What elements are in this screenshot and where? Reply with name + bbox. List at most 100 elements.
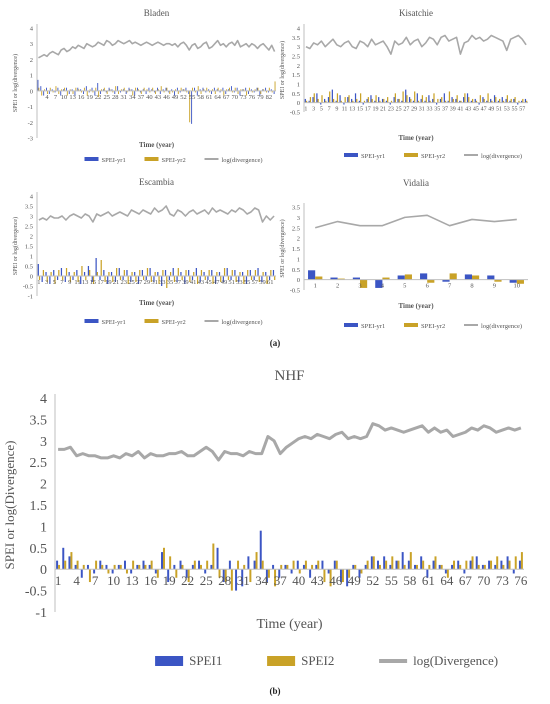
bar-spei-yr1 bbox=[218, 272, 221, 276]
x-tick-label: 67 bbox=[459, 573, 473, 588]
bar-spei-yr1 bbox=[87, 266, 90, 276]
bar-spei-yr1 bbox=[54, 90, 56, 93]
x-tick-label: 25 bbox=[128, 279, 135, 286]
bar-spei-yr1 bbox=[208, 89, 210, 91]
x-axis-label: Time (year) bbox=[398, 134, 434, 142]
bar-spei-yr2 bbox=[262, 272, 264, 276]
x-tick-label: 43 bbox=[155, 94, 162, 101]
bar-spei-yr2 bbox=[38, 87, 40, 91]
bar-spei-yr2 bbox=[138, 89, 139, 91]
bar-spei-yr1 bbox=[405, 89, 407, 103]
bar-spei-yr2 bbox=[313, 93, 315, 103]
bar-spei1 bbox=[284, 564, 287, 570]
bar-spei-yr2 bbox=[216, 272, 218, 276]
x-tick-label: 40 bbox=[292, 573, 305, 588]
bar-spei-yr2 bbox=[263, 89, 265, 91]
bar-spei-yr2 bbox=[123, 87, 125, 91]
x-tick-label: 7 bbox=[448, 283, 452, 290]
bar-spei1 bbox=[154, 569, 157, 574]
bar-spei-yr2 bbox=[160, 86, 162, 91]
bar-spei2 bbox=[341, 569, 344, 583]
bar-spei-yr2 bbox=[234, 87, 236, 91]
y-tick-label: 4 bbox=[40, 392, 47, 407]
bar-spei1 bbox=[451, 564, 454, 570]
bar-spei-yr1 bbox=[262, 89, 264, 91]
bar-spei1 bbox=[500, 560, 503, 570]
bar-spei-yr2 bbox=[325, 100, 327, 103]
bar-spei2 bbox=[249, 569, 252, 583]
bar-spei-yr2 bbox=[317, 98, 319, 103]
bar-spei-yr2 bbox=[209, 90, 211, 93]
bar-spei-yr1 bbox=[40, 86, 42, 91]
y-tick-label: 0.5 bbox=[292, 267, 300, 274]
bar-spei-yr1 bbox=[239, 90, 241, 96]
bar-spei-yr2 bbox=[494, 279, 502, 282]
bar-spei-yr2 bbox=[240, 89, 242, 91]
bar-spei-yr2 bbox=[382, 277, 390, 280]
bar-spei-yr1 bbox=[230, 276, 232, 280]
x-tick-label: 49 bbox=[172, 94, 179, 101]
bar-spei-yr1 bbox=[139, 90, 141, 93]
bar-spei-yr1 bbox=[134, 90, 136, 96]
x-axis-label: Time (year) bbox=[139, 141, 175, 149]
bar-spei-yr1 bbox=[256, 87, 258, 91]
bar-spei2 bbox=[119, 564, 122, 570]
bar-spei2 bbox=[292, 560, 295, 570]
bar-spei2 bbox=[107, 569, 110, 574]
bar-spei-yr1 bbox=[324, 98, 326, 103]
bar-spei2 bbox=[218, 569, 221, 578]
y-tick-label: 0 bbox=[40, 563, 47, 578]
bar-spei-yr2 bbox=[390, 100, 393, 103]
bar-spei-yr2 bbox=[257, 87, 259, 91]
y-tick-label: -0.5 bbox=[25, 585, 47, 600]
bar-spei-yr2 bbox=[131, 272, 133, 276]
bar-spei-yr2 bbox=[85, 276, 87, 280]
x-tick-label: 25 bbox=[396, 107, 402, 113]
legend-label: log(Divergence) bbox=[413, 653, 498, 668]
legend-label: SPEI1 bbox=[189, 653, 222, 668]
x-tick-label: 3 bbox=[358, 283, 361, 290]
bar-spei-yr2 bbox=[96, 272, 98, 276]
bar-spei1 bbox=[74, 564, 77, 570]
y-tick-label: 2 bbox=[30, 234, 33, 241]
bar-spei-yr1 bbox=[213, 87, 215, 91]
bar-spei1 bbox=[173, 564, 176, 570]
bar-spei-yr1 bbox=[242, 89, 244, 91]
bar-spei-yr1 bbox=[242, 272, 244, 276]
bar-spei-yr1 bbox=[80, 276, 82, 284]
bar-spei-yr1 bbox=[191, 276, 194, 280]
y-tick-label: 2 bbox=[40, 478, 47, 493]
x-axis-label: Time (year) bbox=[398, 302, 434, 310]
legend-label: SPEI-yr1 bbox=[102, 157, 126, 164]
bar-spei-yr1 bbox=[273, 90, 275, 94]
bar-spei-yr1 bbox=[176, 276, 178, 282]
bar-spei-yr1 bbox=[151, 89, 153, 91]
bar-spei-yr1 bbox=[378, 97, 380, 103]
x-tick-label: 45 bbox=[473, 107, 479, 113]
legend-swatch-spei-yr2 bbox=[144, 319, 159, 323]
bar-spei-yr1 bbox=[501, 97, 503, 103]
chart-title: NHF bbox=[274, 368, 304, 384]
bar-spei-yr2 bbox=[162, 270, 164, 276]
legend-swatch-spei-yr1 bbox=[344, 323, 358, 327]
bar-spei1 bbox=[253, 560, 256, 570]
x-tick-label: 15 bbox=[357, 107, 363, 113]
x-tick-label: 53 bbox=[236, 279, 243, 286]
y-axis-label: SPEI or log(Divergence) bbox=[2, 440, 17, 569]
x-tick-label: 59 bbox=[259, 279, 266, 286]
bar-spei2 bbox=[372, 556, 375, 570]
y-tick-label: 3.5 bbox=[30, 413, 48, 428]
bar-spei-yr1 bbox=[370, 95, 372, 103]
bar-spei-yr2 bbox=[468, 97, 470, 103]
bar-spei-yr1 bbox=[157, 272, 159, 276]
bar-spei-yr2 bbox=[44, 89, 46, 91]
x-tick-label: 22 bbox=[181, 573, 194, 588]
bar-spei-yr1 bbox=[37, 79, 39, 91]
bar-spei-yr2 bbox=[100, 260, 102, 276]
bar-spei-yr2 bbox=[475, 100, 478, 103]
x-tick-label: 31 bbox=[151, 279, 158, 286]
bar-spei-yr1 bbox=[397, 98, 399, 103]
bar-spei-yr2 bbox=[166, 87, 168, 91]
bar-spei-yr1 bbox=[412, 100, 415, 103]
bar-spei-yr1 bbox=[56, 276, 59, 280]
